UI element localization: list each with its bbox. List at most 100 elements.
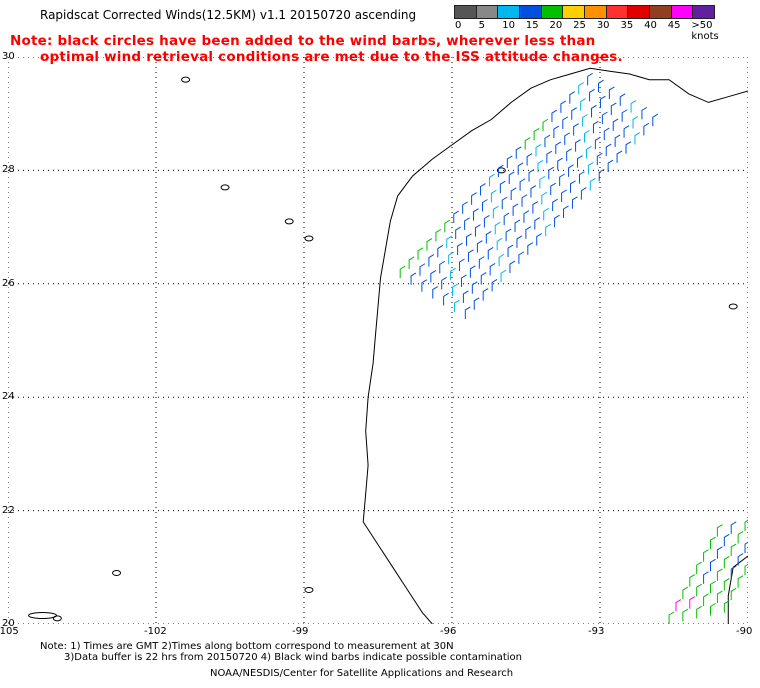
longitude-tick-label: -90: [736, 626, 753, 637]
wind-barb: [448, 251, 454, 265]
lat-lon-grid: [8, 57, 748, 624]
wind-barb: [496, 237, 503, 251]
note-line-2: optimal wind retrieval conditions are me…: [40, 49, 623, 65]
latitude-tick-label: 28: [2, 164, 15, 176]
wind-barb: [563, 205, 569, 218]
gulf-coastline: [362, 67, 748, 624]
wind-barb: [464, 217, 470, 230]
wind-barb: [460, 274, 467, 287]
wind-barb: [716, 590, 723, 604]
wind-barb: [464, 306, 471, 319]
wind-barb: [506, 155, 513, 168]
wind-barb: [498, 253, 505, 267]
lake-outline: [181, 76, 191, 83]
wind-barb: [518, 251, 525, 264]
wind-barb: [703, 593, 709, 606]
map-title: Rapidscat Corrected Winds(12.5KM) v1.1 2…: [40, 8, 417, 22]
wind-barb: [598, 79, 604, 93]
wind-barb: [554, 214, 560, 228]
longitude-tick-label: -96: [440, 626, 457, 637]
wind-barb: [543, 207, 549, 221]
latitude-tick-label: 26: [2, 277, 15, 289]
legend-tick-label: 30: [596, 20, 610, 31]
wind-barb: [467, 249, 474, 262]
wind-barbs: [399, 72, 748, 624]
wind-barb: [577, 155, 583, 168]
wind-barb: [589, 88, 595, 102]
wind-barb: [553, 125, 560, 139]
wind-barb: [494, 221, 501, 235]
wind-barb: [562, 116, 569, 129]
wind-barb: [625, 141, 632, 154]
legend-swatch: [540, 5, 564, 19]
wind-barb: [527, 242, 534, 255]
legend-swatch: [584, 5, 607, 19]
wind-barb: [542, 118, 549, 132]
legend-tick-label: 15: [525, 20, 539, 31]
wind-barb: [578, 82, 584, 95]
wind-barb: [485, 231, 492, 244]
wind-barb: [541, 191, 548, 205]
wind-barb: [578, 171, 585, 184]
wind-barb: [545, 223, 551, 237]
wind-barb: [535, 143, 542, 157]
wind-barb: [514, 219, 521, 232]
legend-swatch: [497, 5, 521, 19]
legend-tick-label: 0: [455, 20, 462, 31]
wind-barb: [744, 541, 748, 554]
lake-outline: [496, 167, 506, 174]
wind-barb: [503, 212, 510, 226]
wind-barb: [723, 600, 730, 613]
note-line-1: Note: black circles have been added to t…: [10, 33, 596, 49]
legend-swatch: [627, 5, 651, 19]
wind-barb: [601, 111, 608, 125]
wind-barb: [716, 524, 723, 537]
wind-barb: [710, 536, 716, 550]
wind-barb: [599, 95, 606, 109]
wind-barb: [473, 297, 480, 310]
wind-barb: [612, 118, 619, 131]
legend-tick-label: 40: [644, 20, 657, 31]
wind-barb: [592, 120, 599, 134]
wind-barb: [501, 196, 508, 210]
wind-barb: [568, 164, 574, 177]
wind-barb: [491, 278, 498, 292]
wind-barb: [471, 281, 478, 294]
wind-barb: [439, 260, 446, 274]
legend-tick-label: 10: [502, 20, 515, 31]
wind-barb: [652, 113, 659, 127]
legend-tick-label: 35: [620, 20, 634, 31]
wind-barb: [459, 258, 465, 272]
wind-barb: [603, 127, 610, 141]
wind-barb: [473, 208, 479, 221]
wind-barb: [585, 146, 592, 159]
wind-barb: [497, 164, 504, 178]
wind-barb: [559, 173, 565, 187]
wind-barb: [480, 183, 486, 196]
wind-barb: [582, 114, 588, 127]
legend-swatch: [519, 5, 542, 19]
wind-barb: [610, 102, 617, 115]
lake-outline: [728, 303, 738, 310]
latitude-tick-label: 20: [2, 618, 15, 629]
wind-barb: [536, 233, 542, 246]
wind-barb: [419, 263, 426, 276]
wind-barb: [737, 531, 744, 544]
wind-barb: [521, 194, 528, 207]
wind-barb: [737, 553, 744, 566]
wind-barb: [516, 235, 523, 248]
longitude-tick-label: -105: [0, 626, 19, 637]
wind-barb: [430, 270, 437, 283]
wind-barb: [557, 157, 563, 171]
wind-barb: [474, 224, 481, 237]
wind-barb: [471, 192, 477, 205]
wind-barb: [437, 244, 444, 258]
wind-barb: [744, 519, 748, 532]
wind-barb: [444, 219, 451, 233]
wind-barb: [481, 199, 488, 212]
wind-barb: [569, 91, 576, 104]
wind-barb: [607, 159, 614, 173]
wind-barb: [533, 128, 540, 141]
wind-barb: [443, 292, 449, 306]
wind-barb: [453, 210, 460, 224]
